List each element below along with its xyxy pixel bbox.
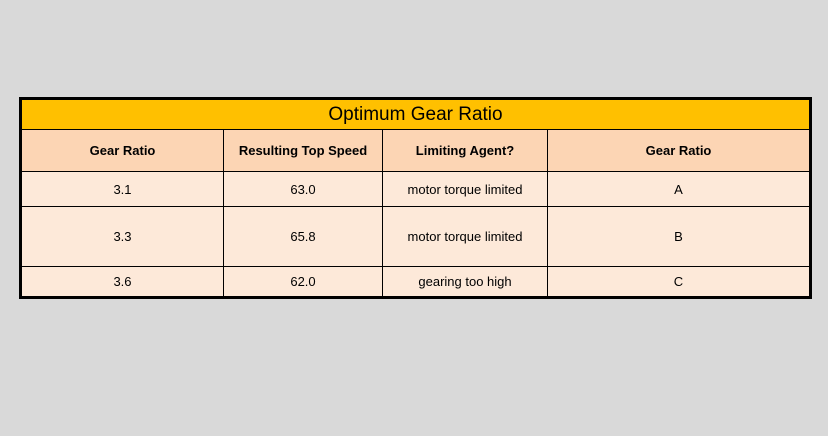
cell-limiting-agent[interactable]: motor torque limited	[382, 171, 548, 207]
cell-limiting-agent[interactable]: motor torque limited	[382, 206, 548, 267]
cell-gear-label[interactable]: A	[547, 171, 810, 207]
header-gear-ratio[interactable]: Gear Ratio	[21, 129, 224, 172]
cell-gear-ratio[interactable]: 3.6	[21, 266, 224, 297]
table-title[interactable]: Optimum Gear Ratio	[21, 99, 810, 130]
gear-ratio-table: Optimum Gear Ratio Gear Ratio Resulting …	[19, 97, 812, 299]
cell-top-speed[interactable]: 63.0	[223, 171, 383, 207]
header-resulting-top-speed[interactable]: Resulting Top Speed	[223, 129, 383, 172]
cell-top-speed[interactable]: 65.8	[223, 206, 383, 267]
cell-gear-label[interactable]: B	[547, 206, 810, 267]
table-row: 3.3 65.8 motor torque limited B	[21, 206, 810, 267]
cell-top-speed[interactable]: 62.0	[223, 266, 383, 297]
table-title-row: Optimum Gear Ratio	[21, 99, 810, 130]
cell-limiting-agent[interactable]: gearing too high	[382, 266, 548, 297]
table-row: 3.1 63.0 motor torque limited A	[21, 171, 810, 207]
cell-gear-label[interactable]: C	[547, 266, 810, 297]
table-row: 3.6 62.0 gearing too high C	[21, 266, 810, 297]
header-limiting-agent[interactable]: Limiting Agent?	[382, 129, 548, 172]
cell-gear-ratio[interactable]: 3.3	[21, 206, 224, 267]
cell-gear-ratio[interactable]: 3.1	[21, 171, 224, 207]
gear-ratio-grid: Optimum Gear Ratio Gear Ratio Resulting …	[21, 99, 810, 297]
header-gear-ratio-label[interactable]: Gear Ratio	[547, 129, 810, 172]
table-header-row: Gear Ratio Resulting Top Speed Limiting …	[21, 129, 810, 172]
